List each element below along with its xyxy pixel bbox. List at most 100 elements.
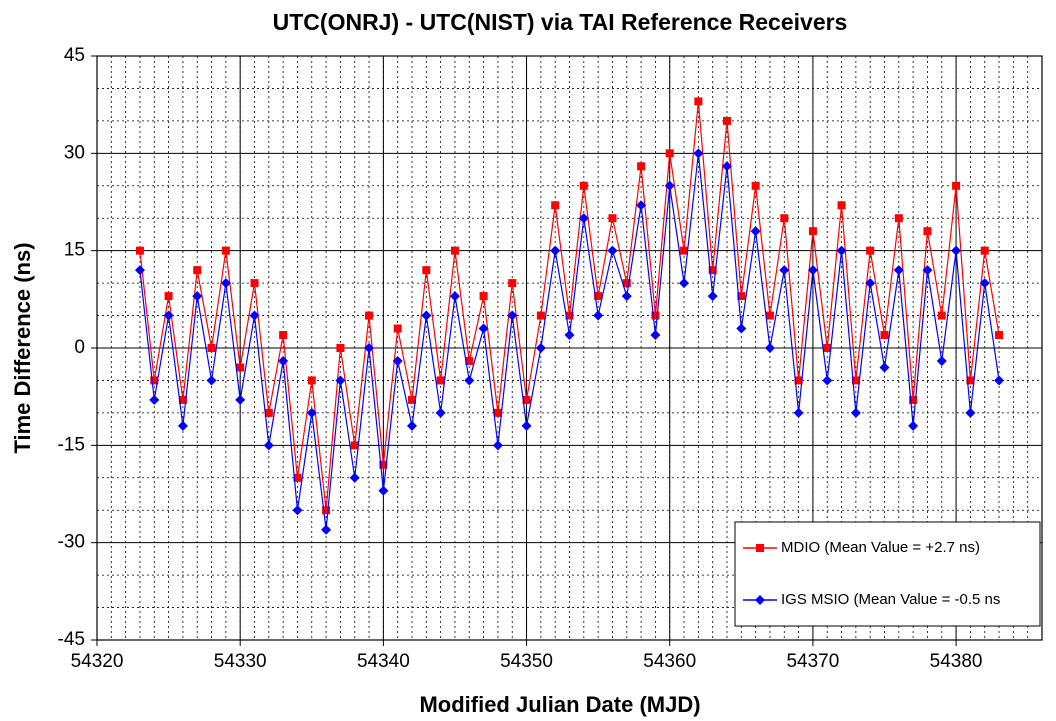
y-tick-label: 45 <box>64 45 85 66</box>
marker <box>650 330 661 341</box>
marker <box>578 213 589 224</box>
marker <box>163 310 174 321</box>
marker <box>536 311 545 320</box>
marker <box>936 355 947 366</box>
marker <box>908 420 919 431</box>
marker <box>493 408 502 417</box>
marker <box>679 278 690 289</box>
marker <box>865 278 876 289</box>
marker <box>207 344 216 352</box>
marker <box>994 375 1005 386</box>
marker <box>392 355 403 366</box>
marker <box>564 330 575 341</box>
marker <box>393 324 402 333</box>
marker <box>707 291 718 302</box>
marker <box>349 472 360 483</box>
marker <box>879 362 890 373</box>
marker <box>464 375 475 386</box>
y-tick-label: 30 <box>64 142 85 163</box>
marker <box>622 279 631 288</box>
marker <box>952 181 961 190</box>
x-tick-label: 54350 <box>500 651 553 672</box>
x-tick-label: 54360 <box>643 651 696 672</box>
marker <box>522 395 531 404</box>
legend: MDIO (Mean Value = +2.7 ns) IGS MSIO (Mea… <box>734 521 1041 627</box>
marker <box>135 246 144 255</box>
marker <box>550 245 561 256</box>
marker <box>565 311 574 320</box>
marker <box>966 376 975 385</box>
marker <box>922 265 933 276</box>
marker <box>979 278 990 289</box>
marker <box>177 420 188 431</box>
marker <box>150 376 159 385</box>
marker <box>607 245 618 256</box>
marker <box>793 407 804 418</box>
marker <box>551 201 560 210</box>
x-tick-label: 54340 <box>357 651 410 672</box>
marker <box>621 291 632 302</box>
marker <box>178 395 187 404</box>
marker <box>149 394 160 405</box>
marker <box>407 420 417 431</box>
marker <box>708 266 717 275</box>
marker <box>164 292 173 301</box>
marker <box>723 116 731 125</box>
marker <box>350 441 359 450</box>
legend-label: IGS MSIO (Mean Value = -0.5 ns <box>781 591 1000 608</box>
y-tick-label: -30 <box>58 532 85 553</box>
marker <box>378 485 389 496</box>
y-tick-label: -45 <box>58 629 85 650</box>
marker <box>637 162 646 171</box>
marker <box>893 265 904 276</box>
marker <box>364 343 375 353</box>
marker <box>593 310 604 321</box>
marker <box>264 408 273 417</box>
marker <box>850 407 861 418</box>
marker <box>965 407 976 418</box>
marker <box>665 149 674 158</box>
marker <box>307 376 316 385</box>
marker <box>807 265 818 276</box>
marker <box>249 310 260 321</box>
marker <box>521 420 532 431</box>
marker <box>422 266 431 275</box>
x-tick-label: 54330 <box>214 651 267 672</box>
marker <box>794 376 803 385</box>
marker <box>450 246 459 255</box>
marker <box>822 375 833 386</box>
marker <box>293 473 302 482</box>
marker <box>808 227 817 236</box>
marker <box>756 544 764 552</box>
chart-title: UTC(ONRJ) - UTC(NIST) via TAI Reference … <box>273 9 848 35</box>
marker <box>664 180 675 191</box>
marker <box>980 246 989 255</box>
marker <box>235 394 246 405</box>
marker <box>923 227 932 236</box>
marker <box>636 200 647 211</box>
marker <box>750 226 761 237</box>
legend-label: MDIO (Mean Value = +2.7 ns) <box>781 539 980 556</box>
marker <box>851 376 860 385</box>
marker <box>193 266 202 275</box>
marker <box>693 148 704 159</box>
x-tick-label: 54370 <box>786 651 839 672</box>
marker <box>365 311 374 320</box>
marker <box>507 310 518 321</box>
marker <box>608 214 617 223</box>
marker <box>192 291 203 302</box>
marker <box>306 407 317 418</box>
marker <box>779 265 790 276</box>
marker <box>278 355 289 366</box>
marker <box>435 407 446 418</box>
marker <box>751 181 760 190</box>
x-axis-title: Modified Julian Date (MJD) <box>419 692 700 717</box>
marker <box>722 161 732 172</box>
marker <box>823 344 832 352</box>
marker <box>755 595 765 605</box>
marker <box>478 323 489 334</box>
marker <box>436 376 445 385</box>
marker <box>322 506 331 515</box>
marker <box>206 375 217 386</box>
